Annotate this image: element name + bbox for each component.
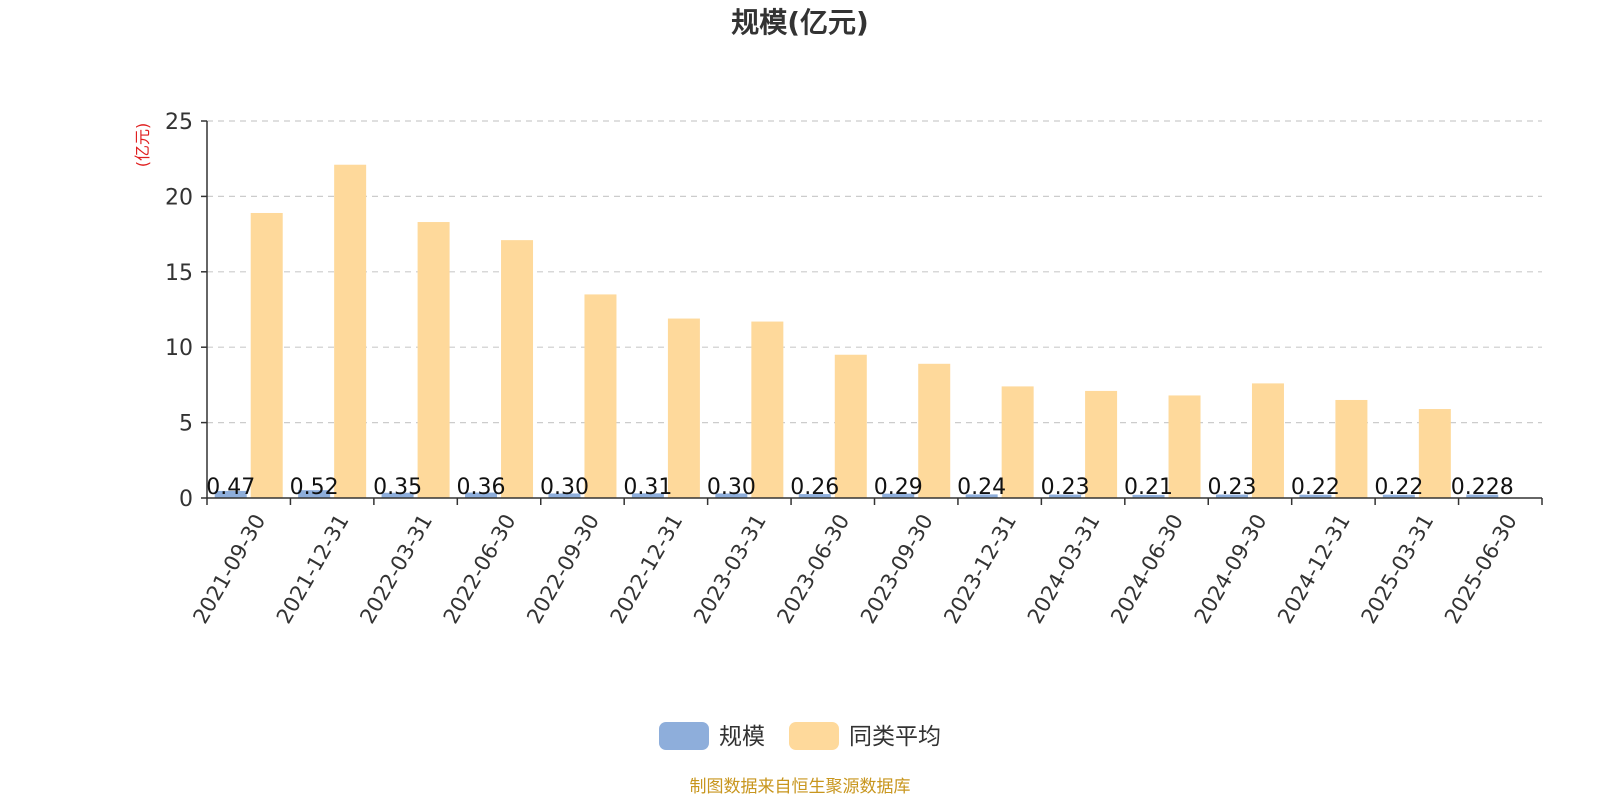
legend-label-1: 同类平均	[849, 724, 941, 750]
bar-peer-average-2022-06-30	[501, 240, 534, 498]
x-tick-label: 2022-12-31	[606, 510, 688, 628]
data-label-scale-2023-06-30: 0.26	[790, 475, 839, 500]
bar-peer-average-2024-03-31	[1085, 390, 1118, 498]
x-tick-label: 2021-09-30	[188, 510, 270, 628]
bar-peer-average-2022-03-31	[417, 222, 450, 498]
x-tick-label: 2024-09-30	[1190, 510, 1272, 628]
bar-scale-2023-03-31	[715, 493, 748, 498]
y-tick-label: 5	[179, 412, 193, 437]
data-label-scale-2023-09-30: 0.29	[874, 475, 923, 500]
y-axis-unit-label: (亿元)	[133, 123, 152, 168]
bar-scale-2021-09-30	[214, 490, 247, 498]
data-label-scale-2025-06-30: 0.228	[1451, 475, 1514, 500]
bar-peer-average-2024-06-30	[1168, 395, 1201, 498]
bar-scale-2023-12-31	[965, 494, 998, 498]
bars	[214, 164, 1499, 498]
grid-lines	[207, 120, 1542, 424]
bar-peer-average-2023-03-31	[751, 321, 784, 498]
x-tick-label: 2022-09-30	[522, 510, 604, 628]
x-tick-label: 2021-12-31	[272, 510, 354, 628]
data-label-scale-2024-06-30: 0.21	[1124, 475, 1173, 500]
bar-scale-2022-12-31	[631, 493, 664, 498]
x-tick-label: 2025-03-31	[1357, 510, 1439, 628]
bar-scale-2024-03-31	[1049, 494, 1082, 498]
data-label-scale-2024-12-31: 0.22	[1291, 475, 1340, 500]
x-tick-label: 2025-06-30	[1440, 510, 1522, 628]
bar-scale-2023-09-30	[882, 493, 915, 498]
data-label-scale-2023-03-31: 0.30	[707, 475, 756, 500]
x-tick-label: 2023-06-30	[772, 510, 854, 628]
legend: 规模 同类平均	[659, 722, 941, 750]
bar-peer-average-2022-09-30	[584, 294, 617, 498]
legend-label-0: 规模	[719, 724, 765, 750]
bar-peer-average-2025-03-31	[1418, 409, 1451, 498]
x-tick-label: 2022-06-30	[439, 510, 521, 628]
bar-scale-2022-03-31	[381, 492, 414, 498]
data-labels: 0.47 0.52 0.35 0.36 0.30 0.31 0.30 0.26 0.29 0.24…	[206, 475, 1514, 500]
bar-scale-2025-03-31	[1382, 494, 1415, 498]
bar-peer-average-2023-09-30	[918, 363, 951, 498]
bar-scale-2025-06-30	[1466, 494, 1499, 498]
x-tick-label: 2023-03-31	[689, 510, 771, 628]
x-tick-label: 2022-03-31	[355, 510, 437, 628]
bar-peer-average-2022-12-31	[667, 318, 700, 498]
data-label-scale-2025-03-31: 0.22	[1374, 475, 1423, 500]
data-label-scale-2022-12-31: 0.31	[623, 475, 672, 500]
x-tick-label: 2024-03-31	[1023, 510, 1105, 628]
x-tick-label: 2023-09-30	[856, 510, 938, 628]
bar-scale-2024-09-30	[1215, 494, 1248, 498]
y-tick-label: 20	[165, 185, 193, 210]
chart-title: 规模(亿元)	[731, 6, 869, 39]
bar-peer-average-2024-12-31	[1335, 399, 1368, 498]
bar-peer-average-2021-09-30	[250, 212, 283, 498]
data-label-scale-2023-12-31: 0.24	[957, 475, 1006, 500]
data-label-scale-2022-03-31: 0.35	[373, 475, 422, 500]
y-tick-label: 10	[165, 336, 193, 361]
y-tick-label: 0	[179, 487, 193, 512]
data-label-scale-2024-09-30: 0.23	[1207, 475, 1256, 500]
y-tick-label: 25	[165, 110, 193, 135]
bar-scale-2024-06-30	[1132, 494, 1165, 498]
data-label-scale-2021-09-30: 0.47	[206, 475, 255, 500]
x-tick-label: 2024-12-31	[1273, 510, 1355, 628]
y-tick-label: 15	[165, 261, 193, 286]
data-label-scale-2022-09-30: 0.30	[540, 475, 589, 500]
legend-swatch-0	[659, 722, 709, 750]
bar-peer-average-2024-09-30	[1251, 383, 1284, 498]
data-label-scale-2024-03-31: 0.23	[1041, 475, 1090, 500]
x-tick-label: 2024-06-30	[1106, 510, 1188, 628]
bar-scale-2022-09-30	[548, 493, 581, 498]
data-label-scale-2021-12-31: 0.52	[290, 475, 339, 500]
bar-scale-2022-06-30	[465, 492, 498, 498]
bar-scale-2024-12-31	[1299, 494, 1332, 498]
bar-peer-average-2023-12-31	[1001, 386, 1034, 498]
source-footer: 制图数据来自恒生聚源数据库	[690, 777, 911, 797]
x-tick-label: 2023-12-31	[939, 510, 1021, 628]
bar-scale-2021-12-31	[298, 490, 331, 498]
bar-peer-average-2021-12-31	[334, 164, 367, 498]
data-label-scale-2022-06-30: 0.36	[457, 475, 506, 500]
bar-scale-2023-06-30	[798, 494, 831, 498]
bar-peer-average-2023-06-30	[834, 354, 867, 498]
legend-swatch-1	[789, 722, 839, 750]
